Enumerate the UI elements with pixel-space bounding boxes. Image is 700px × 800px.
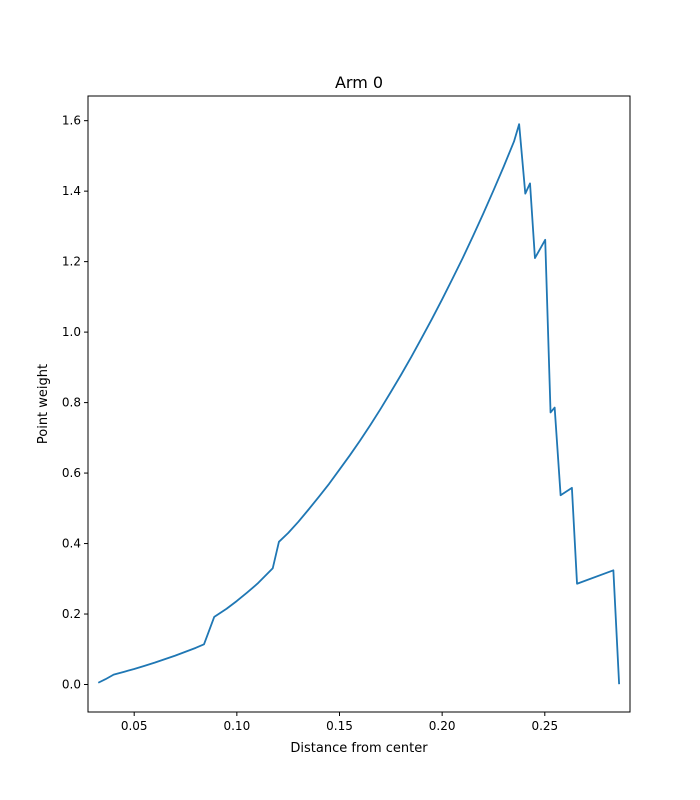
x-tick-label: 0.10 [223, 719, 250, 733]
series-line [97, 123, 621, 685]
x-axis-label: Distance from center [290, 741, 428, 756]
y-axis-ticks: 0.0 0.2 0.4 0.6 0.8 1.0 1.2 1.4 1.6 [62, 114, 88, 692]
x-tick-label: 0.20 [429, 719, 456, 733]
y-tick-label: 0.6 [62, 466, 81, 480]
y-tick-label: 1.0 [62, 325, 81, 339]
x-tick-label: 0.25 [531, 719, 558, 733]
x-tick-label: 0.05 [121, 719, 148, 733]
plot-area-frame [87, 95, 631, 713]
y-tick-label: 0.0 [62, 678, 81, 692]
y-tick-label: 0.4 [62, 537, 81, 551]
y-tick-label: 1.2 [62, 255, 81, 269]
y-tick-label: 1.4 [62, 184, 81, 198]
y-tick-label: 0.2 [62, 607, 81, 621]
y-tick-label: 1.6 [62, 114, 81, 128]
series-layer [97, 123, 621, 685]
chart-title: Arm 0 [335, 73, 383, 92]
x-tick-label: 0.15 [326, 719, 353, 733]
y-tick-label: 0.8 [62, 396, 81, 410]
y-axis-label: Point weight [36, 364, 51, 444]
x-axis-ticks: 0.05 0.10 0.15 0.20 0.25 [121, 712, 558, 733]
